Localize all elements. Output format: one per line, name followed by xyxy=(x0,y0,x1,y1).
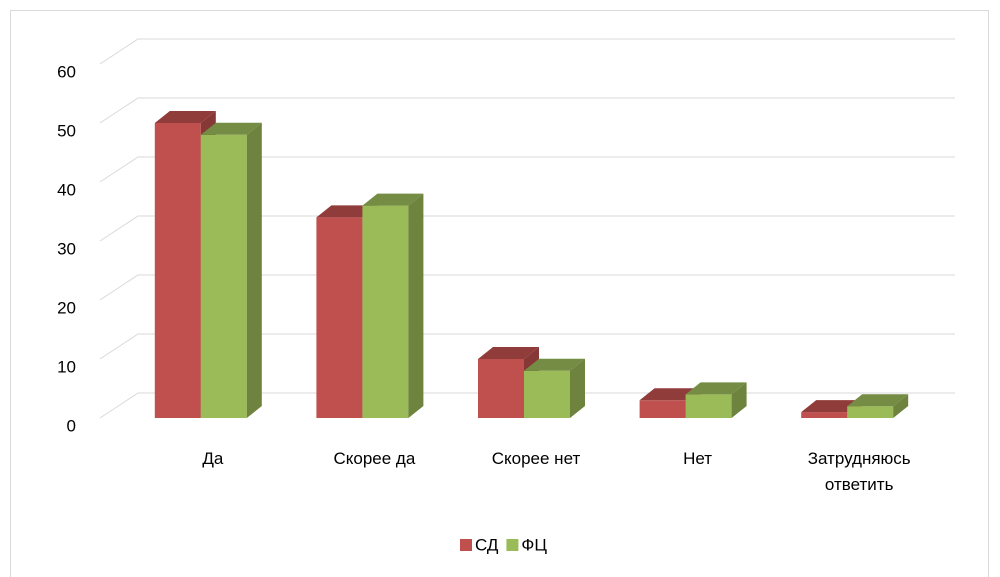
x-tick-label: Скорее да xyxy=(333,449,416,468)
grid-line xyxy=(99,274,955,301)
bar-side xyxy=(408,193,424,418)
bar-front xyxy=(639,400,686,418)
x-tick-label: Скорее нет xyxy=(491,449,581,468)
y-tick-label: 10 xyxy=(57,357,76,376)
x-tick-label: Нет xyxy=(683,449,713,468)
y-tick-label: 40 xyxy=(57,180,76,199)
bar-top xyxy=(639,388,701,401)
legend-swatch xyxy=(506,539,519,551)
bar-top xyxy=(801,400,863,413)
bar-front xyxy=(801,412,848,418)
bar-side xyxy=(570,358,585,418)
bar-top xyxy=(154,111,216,123)
bar-side xyxy=(246,122,262,419)
bar-side xyxy=(731,382,747,418)
bar-front xyxy=(847,406,894,418)
bar xyxy=(524,358,585,418)
y-tick-label: 50 xyxy=(57,121,76,140)
bar-front xyxy=(200,134,247,419)
bar xyxy=(685,382,747,418)
legend-label: СД xyxy=(475,535,499,554)
x-tick-label: Да xyxy=(202,449,224,468)
bar-front xyxy=(362,205,409,418)
chart-border xyxy=(10,10,989,577)
grid-line xyxy=(99,333,955,360)
bar-front xyxy=(154,123,201,418)
grid-line xyxy=(99,156,955,183)
bar-top xyxy=(847,394,909,407)
y-tick-label: 0 xyxy=(67,416,76,435)
legend-label: ФЦ xyxy=(521,535,547,554)
y-tick-label: 20 xyxy=(57,298,76,317)
grid-line xyxy=(99,215,955,242)
bar-top xyxy=(685,382,747,395)
bar-front xyxy=(685,394,732,418)
x-tick-label: Затрудняюсь ответить xyxy=(807,449,911,494)
bar xyxy=(200,122,262,419)
bar-front xyxy=(524,370,570,418)
bar-top xyxy=(200,122,262,135)
bar-top xyxy=(316,205,378,218)
legend-swatch xyxy=(460,539,472,551)
bar-front xyxy=(316,217,363,418)
grid-line xyxy=(99,38,955,65)
bar xyxy=(847,394,909,418)
bar-front xyxy=(478,359,524,418)
bar-top xyxy=(524,358,585,371)
bar-top xyxy=(362,193,424,206)
y-tick-label: 30 xyxy=(57,239,76,258)
bar-side xyxy=(893,394,909,418)
y-tick-label: 60 xyxy=(57,62,76,81)
bar-top xyxy=(478,347,539,359)
bar xyxy=(362,193,424,418)
grid-line xyxy=(99,97,955,124)
